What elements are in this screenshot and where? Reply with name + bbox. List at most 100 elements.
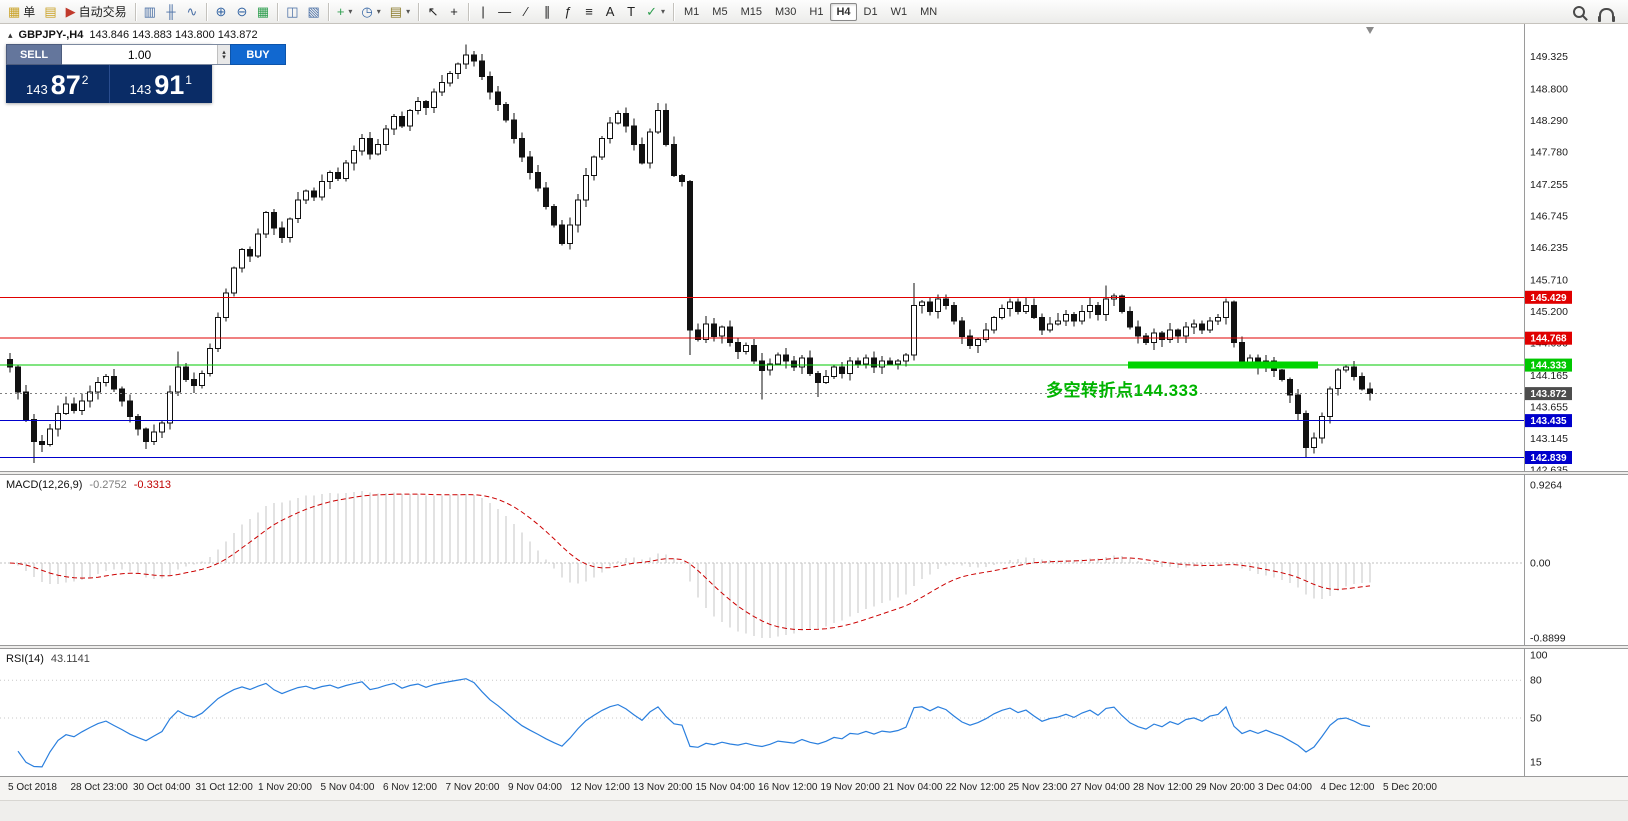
search-icon [1573,5,1585,18]
buy-point: 1 [185,73,192,87]
templates-button[interactable]: ▤ ▾ [386,2,414,22]
svg-text:142.839: 142.839 [1530,453,1567,464]
time-label: 19 Nov 20:00 [820,782,881,793]
sell-price[interactable]: 143 87 2 [6,65,110,103]
volume-up-button[interactable]: ▴ [222,48,226,56]
line-chart-button[interactable]: ∿ [182,2,202,22]
one-click-panel-toggle-icon[interactable]: ▴ [8,29,13,40]
timeframe-h1[interactable]: H1 [803,3,829,21]
trendline-button[interactable]: ∕ [516,2,536,22]
time-label: 21 Nov 04:00 [883,782,943,793]
svg-text:145.429: 145.429 [1530,293,1567,304]
bar-chart-icon: ▥ [143,4,156,19]
timeframe-h4[interactable]: H4 [830,2,857,21]
sell-button[interactable]: SELL [6,44,62,65]
vertical-line-button[interactable]: | [473,2,493,22]
cursor-button[interactable]: ↖ [423,2,443,22]
dropdown-caret-icon: ▾ [348,7,353,16]
text-icon: A [605,4,615,19]
new-order-button[interactable]: ▦ 单 [4,2,39,22]
toolbar-separator [277,2,279,21]
label-button[interactable]: T [621,2,641,22]
time-label: 5 Nov 04:00 [320,782,375,793]
timeframe-w1[interactable]: W1 [885,3,914,21]
cursor-icon: ↖ [427,4,439,19]
svg-text:143.435: 143.435 [1530,416,1567,427]
tile-windows-button[interactable]: ◫ [282,2,302,22]
price-chart[interactable]: 149.325 148.800 148.290 147.780 147.255 146.7… [0,24,1628,471]
shapes-button[interactable]: ≡ [579,2,599,22]
candlestick-chart-button[interactable]: ╫ [161,2,181,22]
svg-text:0.00: 0.00 [1530,558,1551,570]
horizontal-line-button[interactable]: — [494,2,515,22]
toolbar-separator [673,2,675,21]
timeframe-m15[interactable]: M15 [735,3,768,21]
template-icon: ▤ [389,4,403,19]
auto-trading-button-label: 自动交易 [78,5,127,19]
svg-text:148.800: 148.800 [1530,83,1568,95]
support-button[interactable] [1595,2,1618,22]
tile-windows-icon: ◫ [286,4,299,19]
rsi-header: RSI(14) 43.1141 [6,653,90,665]
buy-big-figure: 143 [129,81,152,97]
search-button[interactable] [1569,2,1589,22]
cascade-windows-button[interactable]: ▧ [304,2,324,22]
channel-icon: ∥ [543,4,551,19]
timeframe-mn[interactable]: MN [914,3,943,21]
crosshair-icon: + [450,4,458,19]
macd-signal-line [9,493,1371,631]
channel-button[interactable]: ∥ [537,2,557,22]
text-button[interactable]: A [600,2,620,22]
bar-chart-button[interactable]: ▥ [140,2,160,22]
charts-stack-icon: ▤ [44,4,57,19]
sell-pips: 87 [50,70,81,100]
candlesticks [7,44,1373,463]
zoom-in-icon: ⊕ [215,4,227,19]
svg-text:144.768: 144.768 [1530,334,1567,345]
svg-text:144.165: 144.165 [1530,370,1568,382]
macd-header: MACD(12,26,9) -0.2752 -0.3313 [6,479,171,491]
crosshair-button[interactable]: + [444,2,464,22]
timeframe-m5[interactable]: M5 [706,3,733,21]
toolbar: ▦ 单 ▤ ▶ 自动交易 ▥ ╫ ∿ ⊕ ⊖ ▦ ◫ ▧ + ▾ ◷ ▾ ▤ ▾ ↖ + | — ∕ ∥ ƒ ≡ A T ✓ ▾ M1 M5 M1… [0,0,1628,24]
fibonacci-icon: ƒ [564,4,572,19]
zoom-out-button[interactable]: ⊖ [232,2,252,22]
price-axis-labels: 149.325 148.800 148.290 147.780 147.255 146.7… [1530,51,1568,471]
symbol-name: GBPJPY-,H4 [18,29,84,41]
svg-text:145.200: 145.200 [1530,306,1568,318]
indicators-button[interactable]: + ▾ [333,2,357,22]
grid-icon: ▦ [256,4,270,19]
zoom-in-button[interactable]: ⊕ [211,2,231,22]
buy-button[interactable]: BUY [230,44,286,65]
pane-divider[interactable] [0,471,1628,474]
time-axis[interactable]: 5 Oct 2018 28 Oct 23:00 30 Oct 04:00 31 Oct… [0,776,1628,800]
timeframe-m30[interactable]: M30 [769,3,802,21]
buy-pips: 91 [154,70,185,100]
sell-big-figure: 143 [26,81,48,97]
svg-text:143.145: 143.145 [1530,433,1568,445]
svg-text:144.333: 144.333 [1530,361,1567,372]
buy-price[interactable]: 143 91 1 [110,65,213,103]
macd-pane[interactable]: 0.9264 0.00 -0.8899 [0,474,1628,645]
time-label: 5 Oct 2018 [8,782,57,793]
symbol-ohlc: 143.846 143.883 143.800 143.872 [89,29,258,41]
arrows-button[interactable]: ✓ ▾ [642,2,669,22]
timeframe-m1[interactable]: M1 [678,3,705,21]
timeframe-d1[interactable]: D1 [858,3,884,21]
pane-divider[interactable] [0,645,1628,648]
charts-stack-button[interactable]: ▤ [40,2,60,22]
horizontal-levels [0,296,1524,458]
grid-button[interactable]: ▦ [253,2,273,22]
rsi-value: 43.1141 [50,653,90,665]
auto-trading-button[interactable]: ▶ 自动交易 [62,2,131,22]
fibonacci-button[interactable]: ƒ [558,2,578,22]
svg-text:146.235: 146.235 [1530,242,1568,254]
rsi-pane[interactable]: 100 80 50 15 [0,648,1628,776]
time-label: 13 Nov 20:00 [633,782,693,793]
volume-down-button[interactable]: ▾ [222,53,226,61]
periods-button[interactable]: ◷ ▾ [357,2,384,22]
new-order-button-label: 单 [23,5,36,19]
volume-input[interactable] [62,45,217,64]
